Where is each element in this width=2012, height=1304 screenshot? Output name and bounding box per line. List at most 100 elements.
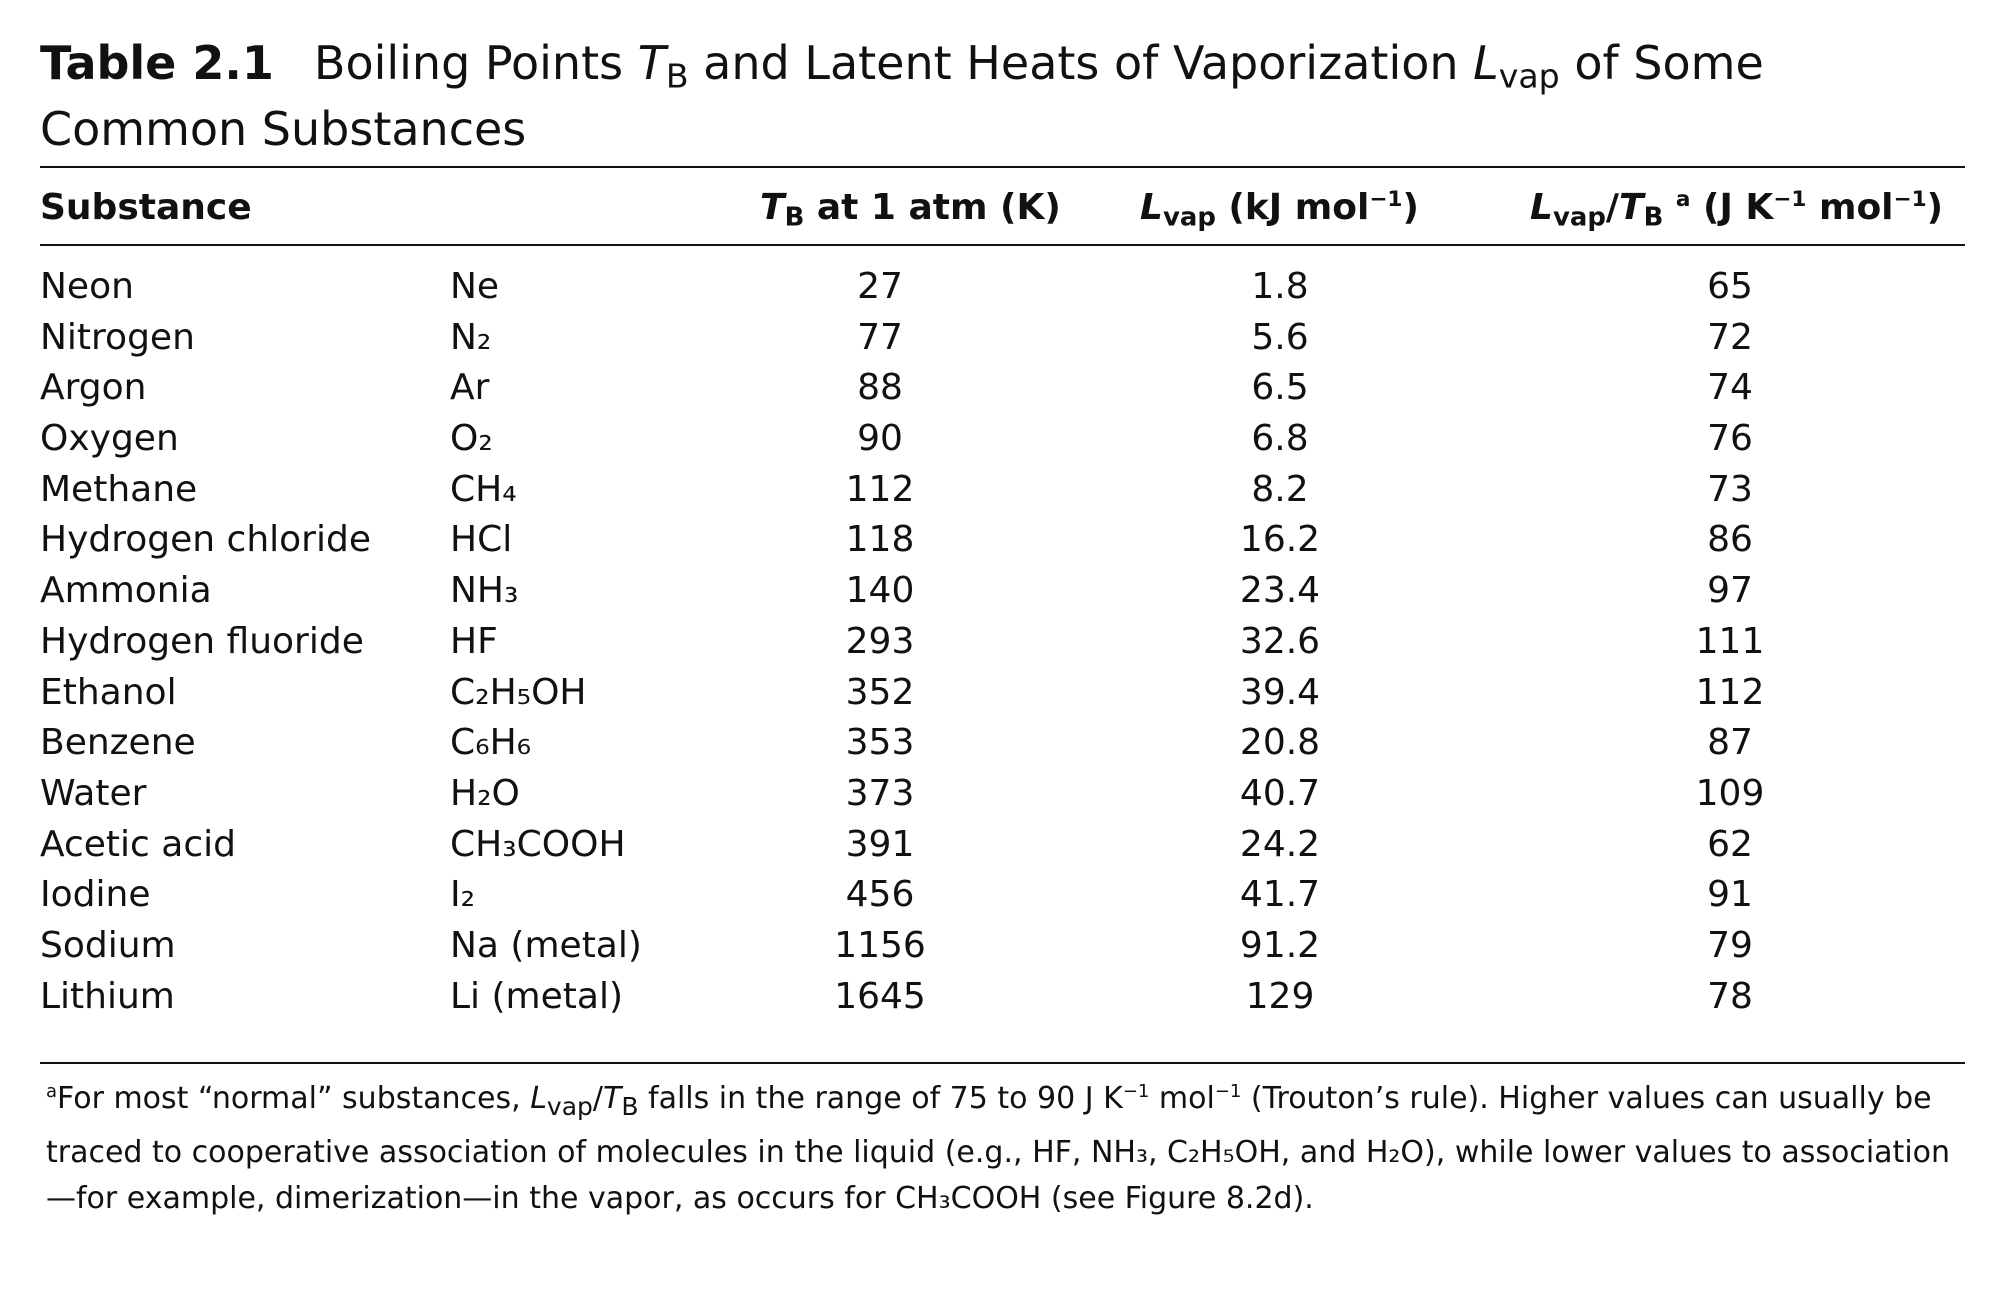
ratio-value: 112	[1695, 671, 1765, 713]
header-ratio: Lvap/TB a (J K−1 mol−1)	[1530, 178, 1943, 238]
header-tb-symbol: T	[760, 187, 785, 228]
table-row: Ethanol C₂H₅OH 352 39.4 112	[40, 668, 1965, 719]
table-row: Oxygen O₂ 90 6.8 76	[40, 414, 1965, 465]
boiling-point-value: 1156	[834, 924, 926, 966]
title-text-c: of Some Common Substances	[40, 36, 1764, 156]
substance-formula: HF	[450, 620, 498, 662]
latent-heat-value: 1.8	[1251, 266, 1309, 307]
substance-formula: C₂H₅OH	[450, 671, 587, 713]
table-footnote: aFor most “normal” substances, Lvap/TB f…	[46, 1076, 1956, 1222]
latent-heat-value: 5.6	[1251, 316, 1309, 358]
latent-heat-value: 6.5	[1251, 367, 1309, 409]
latent-heat-value: 40.7	[1239, 772, 1321, 814]
ratio-value: 72	[1707, 316, 1753, 358]
substance-formula: NH₃	[450, 570, 519, 612]
substance-name: Iodine	[40, 874, 151, 916]
title-tb-symbol: T	[637, 36, 666, 90]
substance-formula: C₆H₆	[450, 722, 532, 764]
substance-formula: Ar	[450, 367, 490, 409]
substance-formula: N₂	[450, 316, 492, 358]
table-row: Nitrogen N₂ 77 5.6 72	[40, 313, 1965, 364]
substance-name: Lithium	[40, 975, 175, 1017]
latent-heat-value: 41.7	[1239, 874, 1321, 916]
table-row: Sodium Na (metal) 1156 91.2 79	[40, 921, 1965, 972]
footnote-text-3: mol	[1149, 1081, 1215, 1116]
ratio-value: 86	[1707, 519, 1753, 561]
ratio-value: 109	[1695, 772, 1765, 814]
header-lv-rest-a: (kJ mol	[1215, 187, 1370, 228]
footnote-exponent-1: −1	[1122, 1081, 1150, 1103]
table-row: Water H₂O 373 40.7 109	[40, 769, 1965, 820]
boiling-point-value: 1645	[834, 975, 926, 1017]
header-ratio-l: L	[1530, 187, 1553, 228]
title-tb-subscript: B	[665, 56, 689, 96]
footnote-l-symbol: L	[530, 1081, 547, 1116]
ratio-value: 91	[1707, 874, 1753, 916]
table-row: Hydrogen fluoride HF 293 32.6 111	[40, 617, 1965, 668]
header-tb-rest: at 1 atm (K)	[804, 187, 1061, 228]
table-row: Acetic acid CH₃COOH 391 24.2 62	[40, 820, 1965, 871]
boiling-point-value: 112	[845, 468, 915, 510]
header-ratio-t-subscript: B	[1643, 202, 1664, 233]
boiling-point-value: 140	[845, 570, 915, 612]
table-header-rule	[40, 244, 1965, 246]
latent-heat-value: 129	[1245, 975, 1315, 1017]
latent-heat-value: 24.2	[1239, 823, 1321, 865]
substance-formula: Li (metal)	[450, 975, 623, 1017]
table-bottom-rule	[40, 1062, 1965, 1064]
substance-name: Argon	[40, 367, 147, 409]
header-ratio-slash: /	[1605, 187, 1620, 228]
header-lv-subscript: vap	[1162, 202, 1216, 233]
substance-formula: Ne	[450, 266, 500, 307]
latent-heat-value: 16.2	[1239, 519, 1321, 561]
substance-formula: O₂	[450, 418, 493, 460]
table-body: Neon Ne 27 1.8 65 Nitrogen N₂ 77 5.6 72 Argon Ar 8…	[40, 262, 1965, 1022]
header-lv-rest-b: )	[1402, 187, 1419, 228]
header-ratio-rest-b: mol	[1806, 187, 1894, 228]
footnote-exponent-2: −1	[1214, 1081, 1242, 1103]
ratio-value: 76	[1707, 418, 1753, 460]
header-substance: Substance	[40, 187, 252, 228]
table-row: Methane CH₄ 112 8.2 73	[40, 465, 1965, 516]
substance-formula: Na (metal)	[450, 924, 642, 966]
substance-formula: CH₃COOH	[450, 823, 626, 865]
footnote-text-1: For most “normal” substances,	[57, 1081, 531, 1116]
footnote-marker: a	[46, 1081, 58, 1103]
table-number: Table 2.1	[40, 36, 274, 90]
boiling-point-value: 77	[857, 316, 903, 358]
boiling-point-value: 456	[845, 874, 915, 916]
table-header: Substance TB at 1 atm (K) Lvap (kJ mol−1…	[40, 178, 1965, 238]
latent-heat-value: 6.8	[1251, 418, 1309, 460]
footnote-slash: /	[592, 1081, 603, 1116]
substance-name: Hydrogen chloride	[40, 519, 371, 561]
title-l-symbol: L	[1473, 36, 1499, 90]
substance-name: Neon	[40, 266, 134, 307]
boiling-point-value: 391	[845, 823, 915, 865]
substance-name: Benzene	[40, 722, 196, 764]
header-ratio-rest-c: )	[1926, 187, 1944, 228]
header-boiling-point: TB at 1 atm (K)	[760, 178, 1061, 238]
boiling-point-value: 88	[857, 367, 903, 409]
ratio-value: 87	[1707, 722, 1753, 764]
table-row: Argon Ar 88 6.5 74	[40, 363, 1965, 414]
substance-name: Sodium	[40, 924, 176, 966]
header-tb-subscript: B	[784, 202, 805, 233]
substance-name: Ammonia	[40, 570, 212, 612]
latent-heat-value: 20.8	[1239, 722, 1321, 764]
boiling-point-value: 118	[845, 519, 915, 561]
table-row: Lithium Li (metal) 1645 129 78	[40, 972, 1965, 1023]
ratio-value: 73	[1707, 468, 1753, 510]
substance-name: Oxygen	[40, 418, 179, 460]
ratio-value: 74	[1707, 367, 1753, 409]
substance-formula: I₂	[450, 874, 476, 916]
substance-formula: H₂O	[450, 772, 520, 814]
title-text-a: Boiling Points	[313, 36, 638, 90]
header-lv-symbol: L	[1140, 187, 1163, 228]
substance-name: Nitrogen	[40, 316, 195, 358]
boiling-point-value: 352	[845, 671, 915, 713]
latent-heat-value: 23.4	[1239, 570, 1321, 612]
substance-name: Methane	[40, 468, 198, 510]
header-ratio-rest-a: (J K	[1690, 187, 1774, 228]
footnote-t-subscript: B	[621, 1092, 639, 1121]
boiling-point-value: 90	[857, 418, 903, 460]
